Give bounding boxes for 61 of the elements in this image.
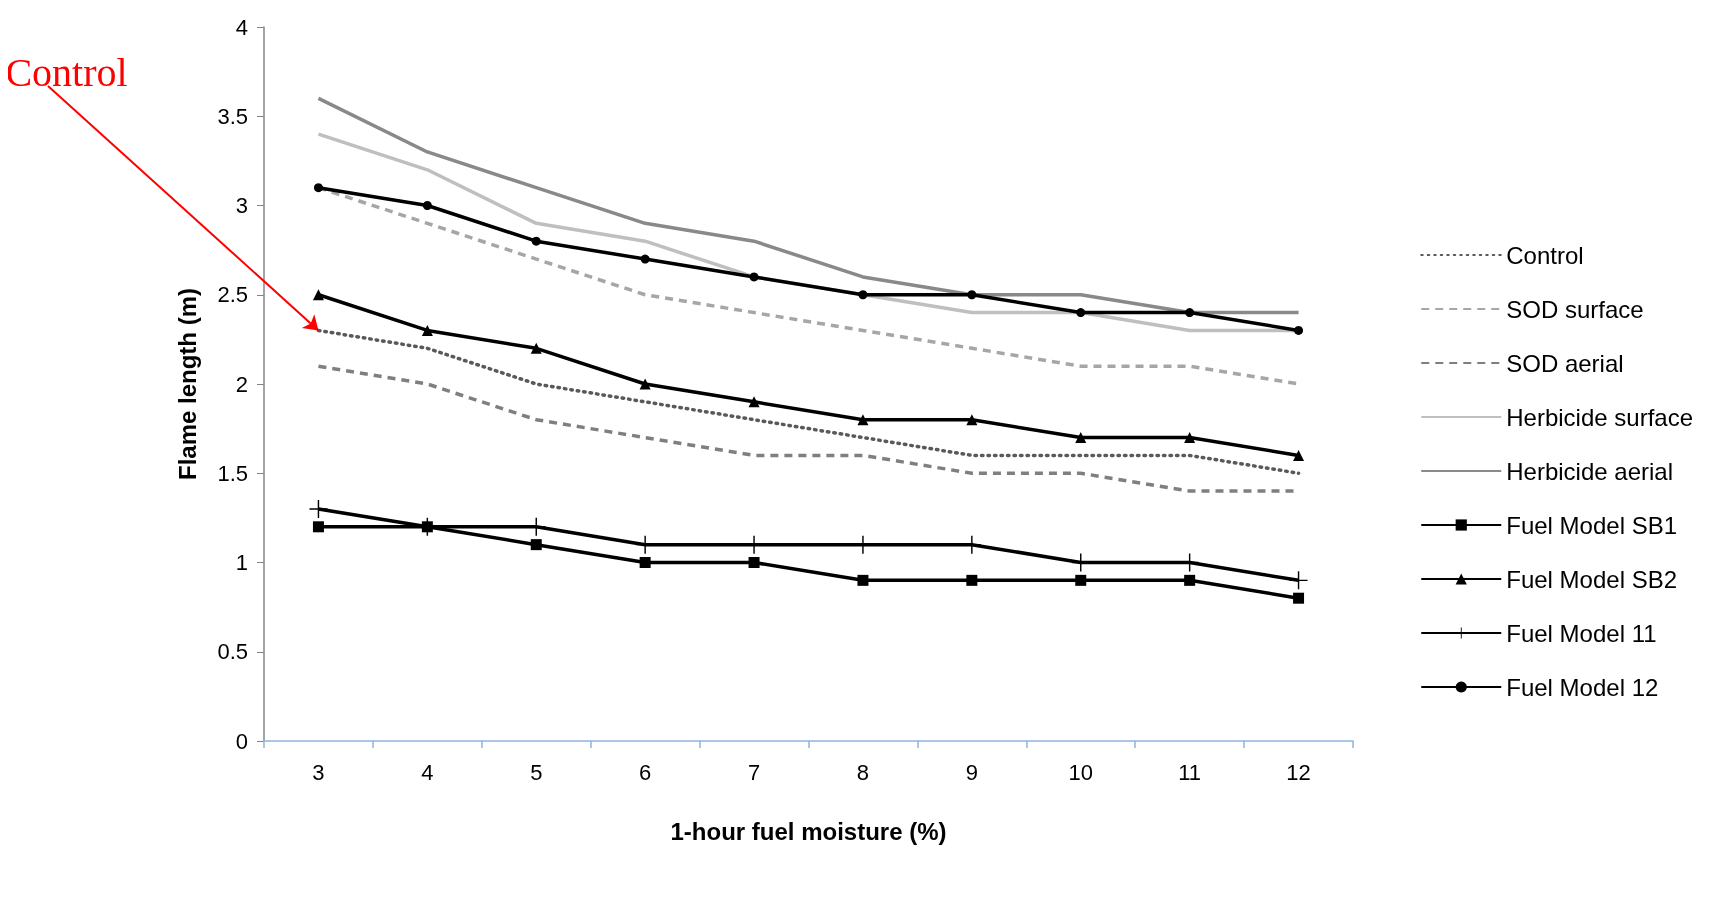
point	[1293, 592, 1305, 604]
line-series	[316, 96, 1301, 315]
point	[530, 539, 542, 551]
point	[858, 290, 868, 300]
point	[966, 414, 978, 426]
y-tick-label: 3.5	[217, 103, 248, 129]
point	[639, 557, 651, 568]
y-tick-label: 1	[235, 550, 248, 575]
point	[422, 201, 432, 210]
x-tick-label: 4	[421, 759, 434, 785]
x-tick-label: 7	[747, 759, 761, 785]
legend-label: SOD surface	[1506, 295, 1644, 323]
point	[421, 324, 433, 336]
point	[530, 342, 542, 354]
point	[966, 574, 978, 586]
legend-label: Fuel Model 11	[1506, 619, 1657, 647]
point	[313, 183, 323, 193]
point	[748, 396, 760, 408]
x-tick-label: 11	[1178, 759, 1202, 785]
point	[1184, 432, 1196, 444]
legend-label: Control	[1506, 241, 1584, 269]
y-tick-label: 0.5	[217, 639, 248, 665]
point	[967, 290, 977, 300]
x-tick-label: 10	[1068, 759, 1093, 785]
point	[312, 289, 324, 301]
point	[749, 272, 759, 282]
x-tick-label: 8	[856, 759, 870, 785]
legend-label: SOD aerial	[1506, 349, 1624, 377]
y-tick-label: 2.5	[217, 282, 248, 308]
point	[1076, 308, 1086, 318]
y-tick-label: 1.5	[217, 460, 248, 486]
y-tick-label: 2	[235, 371, 248, 397]
y-tick-label: 4	[235, 14, 248, 40]
point	[312, 521, 324, 533]
point	[1294, 325, 1304, 335]
point	[1075, 432, 1087, 444]
point	[1293, 449, 1305, 461]
point	[857, 574, 869, 586]
legend-label: Herbicide aerial	[1506, 457, 1673, 485]
x-tick-label: 12	[1286, 759, 1311, 785]
x-axis-title: 1-hour fuel moisture (%)	[670, 817, 947, 845]
point	[639, 378, 651, 390]
point	[748, 557, 760, 568]
point	[309, 499, 328, 518]
x-tick-label: 3	[312, 759, 325, 785]
point	[1185, 308, 1195, 318]
point	[857, 414, 869, 426]
y-tick-label: 3	[235, 193, 248, 218]
point	[1184, 574, 1196, 586]
legend-label: Fuel Model SB2	[1506, 565, 1678, 593]
point	[640, 254, 650, 264]
x-tick-label: 5	[530, 759, 543, 785]
point	[531, 236, 541, 246]
legend-label: Fuel Model SB1	[1506, 511, 1678, 539]
x-tick-label: 9	[965, 759, 978, 785]
y-tick-label: 0	[235, 728, 248, 754]
legend-label: Fuel Model 12	[1506, 673, 1659, 701]
point	[1075, 574, 1087, 586]
y-axis-title: Flame length (m)	[173, 287, 201, 481]
legend-label: Herbicide surface	[1506, 403, 1693, 431]
x-tick-label: 6	[639, 759, 652, 785]
